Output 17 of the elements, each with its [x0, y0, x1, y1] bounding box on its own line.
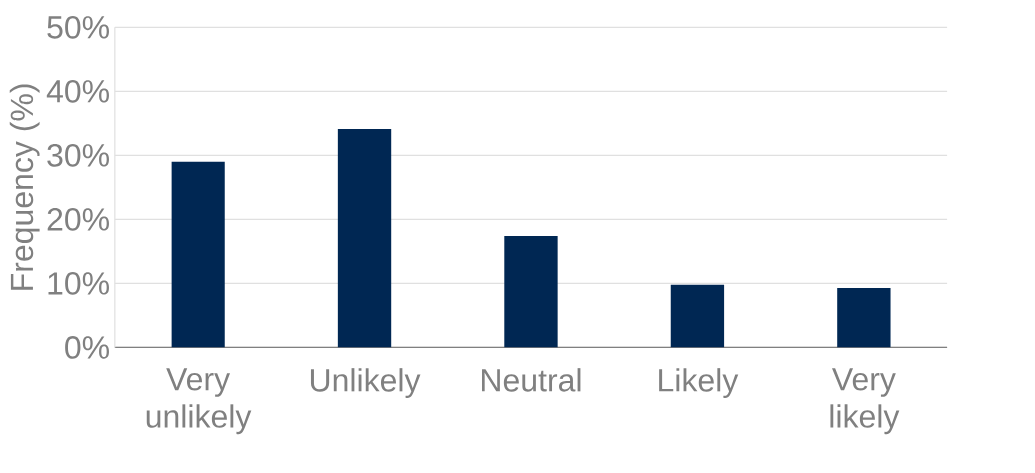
- y-tick-label: 10%: [48, 271, 109, 295]
- y-tick-label: 40%: [46, 79, 109, 103]
- y-tick-label: 20%: [47, 207, 109, 231]
- x-tick-label: Neutral: [482, 367, 581, 392]
- x-tick-label: Likely: [659, 367, 739, 398]
- y-tick-label: 0%: [65, 335, 109, 359]
- bar: [670, 284, 725, 348]
- x-tick-label: Very likely: [830, 367, 900, 434]
- x-tick-label: Unlikely: [310, 367, 421, 398]
- bar: [504, 235, 558, 348]
- y-tick-label: 50%: [47, 15, 109, 39]
- y-tick-label: 30%: [47, 143, 109, 167]
- bar: [171, 161, 225, 348]
- x-tick-label: Very unlikely: [146, 367, 252, 434]
- bar: [337, 128, 392, 348]
- y-axis-title: Frequency (%): [9, 84, 40, 290]
- bar: [837, 287, 891, 348]
